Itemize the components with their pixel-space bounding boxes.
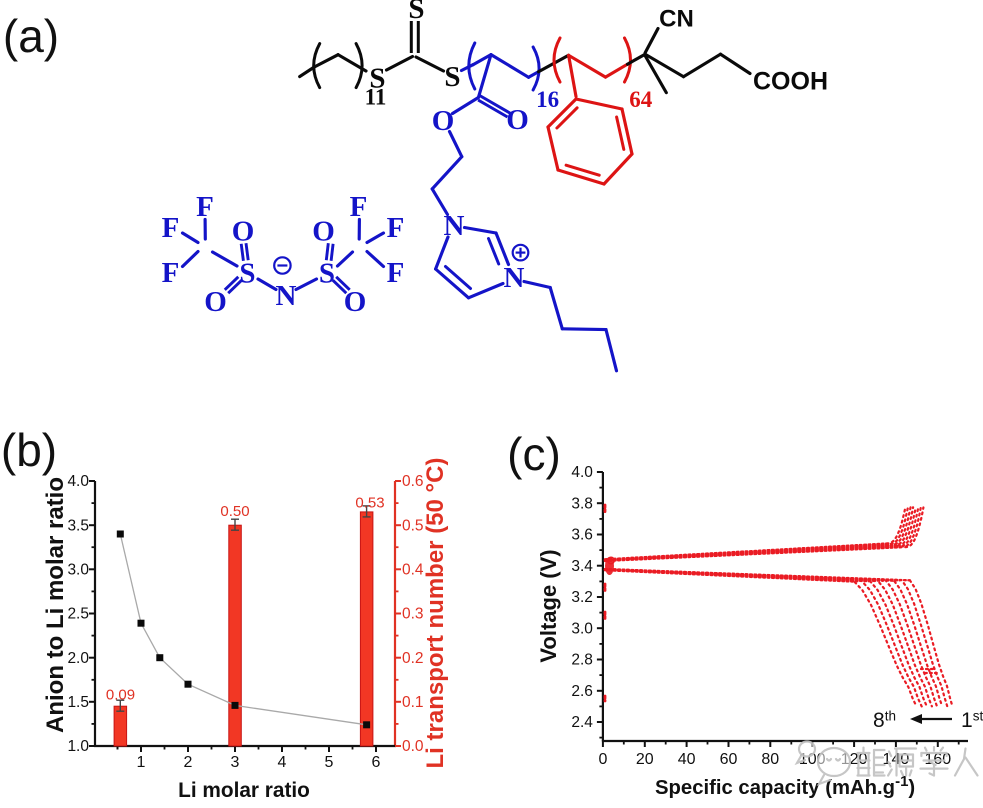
svg-text:2.6: 2.6 <box>571 683 593 700</box>
svg-text:0.50: 0.50 <box>220 503 249 520</box>
svg-text:2.4: 2.4 <box>571 714 593 731</box>
svg-text:S: S <box>319 258 335 290</box>
svg-text:CN: CN <box>659 6 694 33</box>
svg-text:1.5: 1.5 <box>67 694 89 711</box>
svg-text:0.2: 0.2 <box>402 650 424 667</box>
svg-text:2.8: 2.8 <box>571 652 593 669</box>
svg-text:N: N <box>276 280 297 312</box>
svg-text:3.6: 3.6 <box>571 527 593 544</box>
svg-text:5: 5 <box>325 754 334 771</box>
svg-text:(a): (a) <box>3 10 59 62</box>
svg-text:4.0: 4.0 <box>67 473 89 490</box>
svg-text:O: O <box>344 286 367 318</box>
svg-text:0.0: 0.0 <box>402 738 424 755</box>
svg-text:3.8: 3.8 <box>571 495 593 512</box>
svg-text:S: S <box>408 0 424 25</box>
svg-text:S: S <box>239 258 255 290</box>
svg-text:2.5: 2.5 <box>67 606 89 623</box>
svg-text:O: O <box>312 216 335 248</box>
svg-text:0.53: 0.53 <box>355 495 384 512</box>
svg-text:S: S <box>444 61 460 93</box>
svg-text:1: 1 <box>137 754 146 771</box>
svg-text:Li molar ratio: Li molar ratio <box>178 779 310 802</box>
svg-text:0.6: 0.6 <box>402 473 424 490</box>
svg-text:Specific capacity (mAh.g-1): Specific capacity (mAh.g-1) <box>655 773 915 799</box>
svg-text:Anion to Li molar ratio: Anion to Li molar ratio <box>42 477 69 733</box>
svg-text:80: 80 <box>761 751 779 768</box>
svg-text:3.5: 3.5 <box>67 517 89 534</box>
svg-text:0.5: 0.5 <box>402 517 424 534</box>
svg-text:11: 11 <box>365 85 387 110</box>
svg-text:20: 20 <box>636 751 654 768</box>
svg-text:6: 6 <box>372 754 381 771</box>
svg-text:0.09: 0.09 <box>106 687 135 704</box>
svg-text:F: F <box>162 212 180 244</box>
svg-text:O: O <box>204 286 227 318</box>
svg-text:Li transport number (50 °C): Li transport number (50 °C) <box>422 458 449 769</box>
svg-text:F: F <box>387 212 405 244</box>
svg-text:16: 16 <box>536 87 559 112</box>
svg-text:0.3: 0.3 <box>402 606 424 623</box>
svg-text:4: 4 <box>278 754 287 771</box>
svg-text:2: 2 <box>184 754 193 771</box>
svg-text:Voltage (V): Voltage (V) <box>536 549 561 662</box>
svg-text:0.4: 0.4 <box>402 562 424 579</box>
svg-text:O: O <box>232 216 255 248</box>
svg-text:1.0: 1.0 <box>67 738 89 755</box>
svg-text:F: F <box>350 191 368 223</box>
svg-text:N: N <box>504 262 525 294</box>
svg-text:3.4: 3.4 <box>571 558 593 575</box>
svg-text:3.0: 3.0 <box>571 621 593 638</box>
svg-text:60: 60 <box>720 751 738 768</box>
svg-text:4.0: 4.0 <box>571 464 593 481</box>
svg-text:(b): (b) <box>1 424 57 476</box>
svg-text:F: F <box>387 257 405 289</box>
svg-text:0: 0 <box>598 751 607 768</box>
svg-text:3.0: 3.0 <box>67 562 89 579</box>
svg-text:COOH: COOH <box>753 68 828 96</box>
svg-text:F: F <box>162 257 180 289</box>
svg-text:O: O <box>506 104 529 136</box>
svg-text:(c): (c) <box>507 428 561 480</box>
svg-text:3.2: 3.2 <box>571 589 593 606</box>
svg-text:2.0: 2.0 <box>67 650 89 667</box>
svg-text:0.1: 0.1 <box>402 694 424 711</box>
svg-text:64: 64 <box>629 87 653 112</box>
svg-text:3: 3 <box>231 754 240 771</box>
svg-text:40: 40 <box>678 751 696 768</box>
